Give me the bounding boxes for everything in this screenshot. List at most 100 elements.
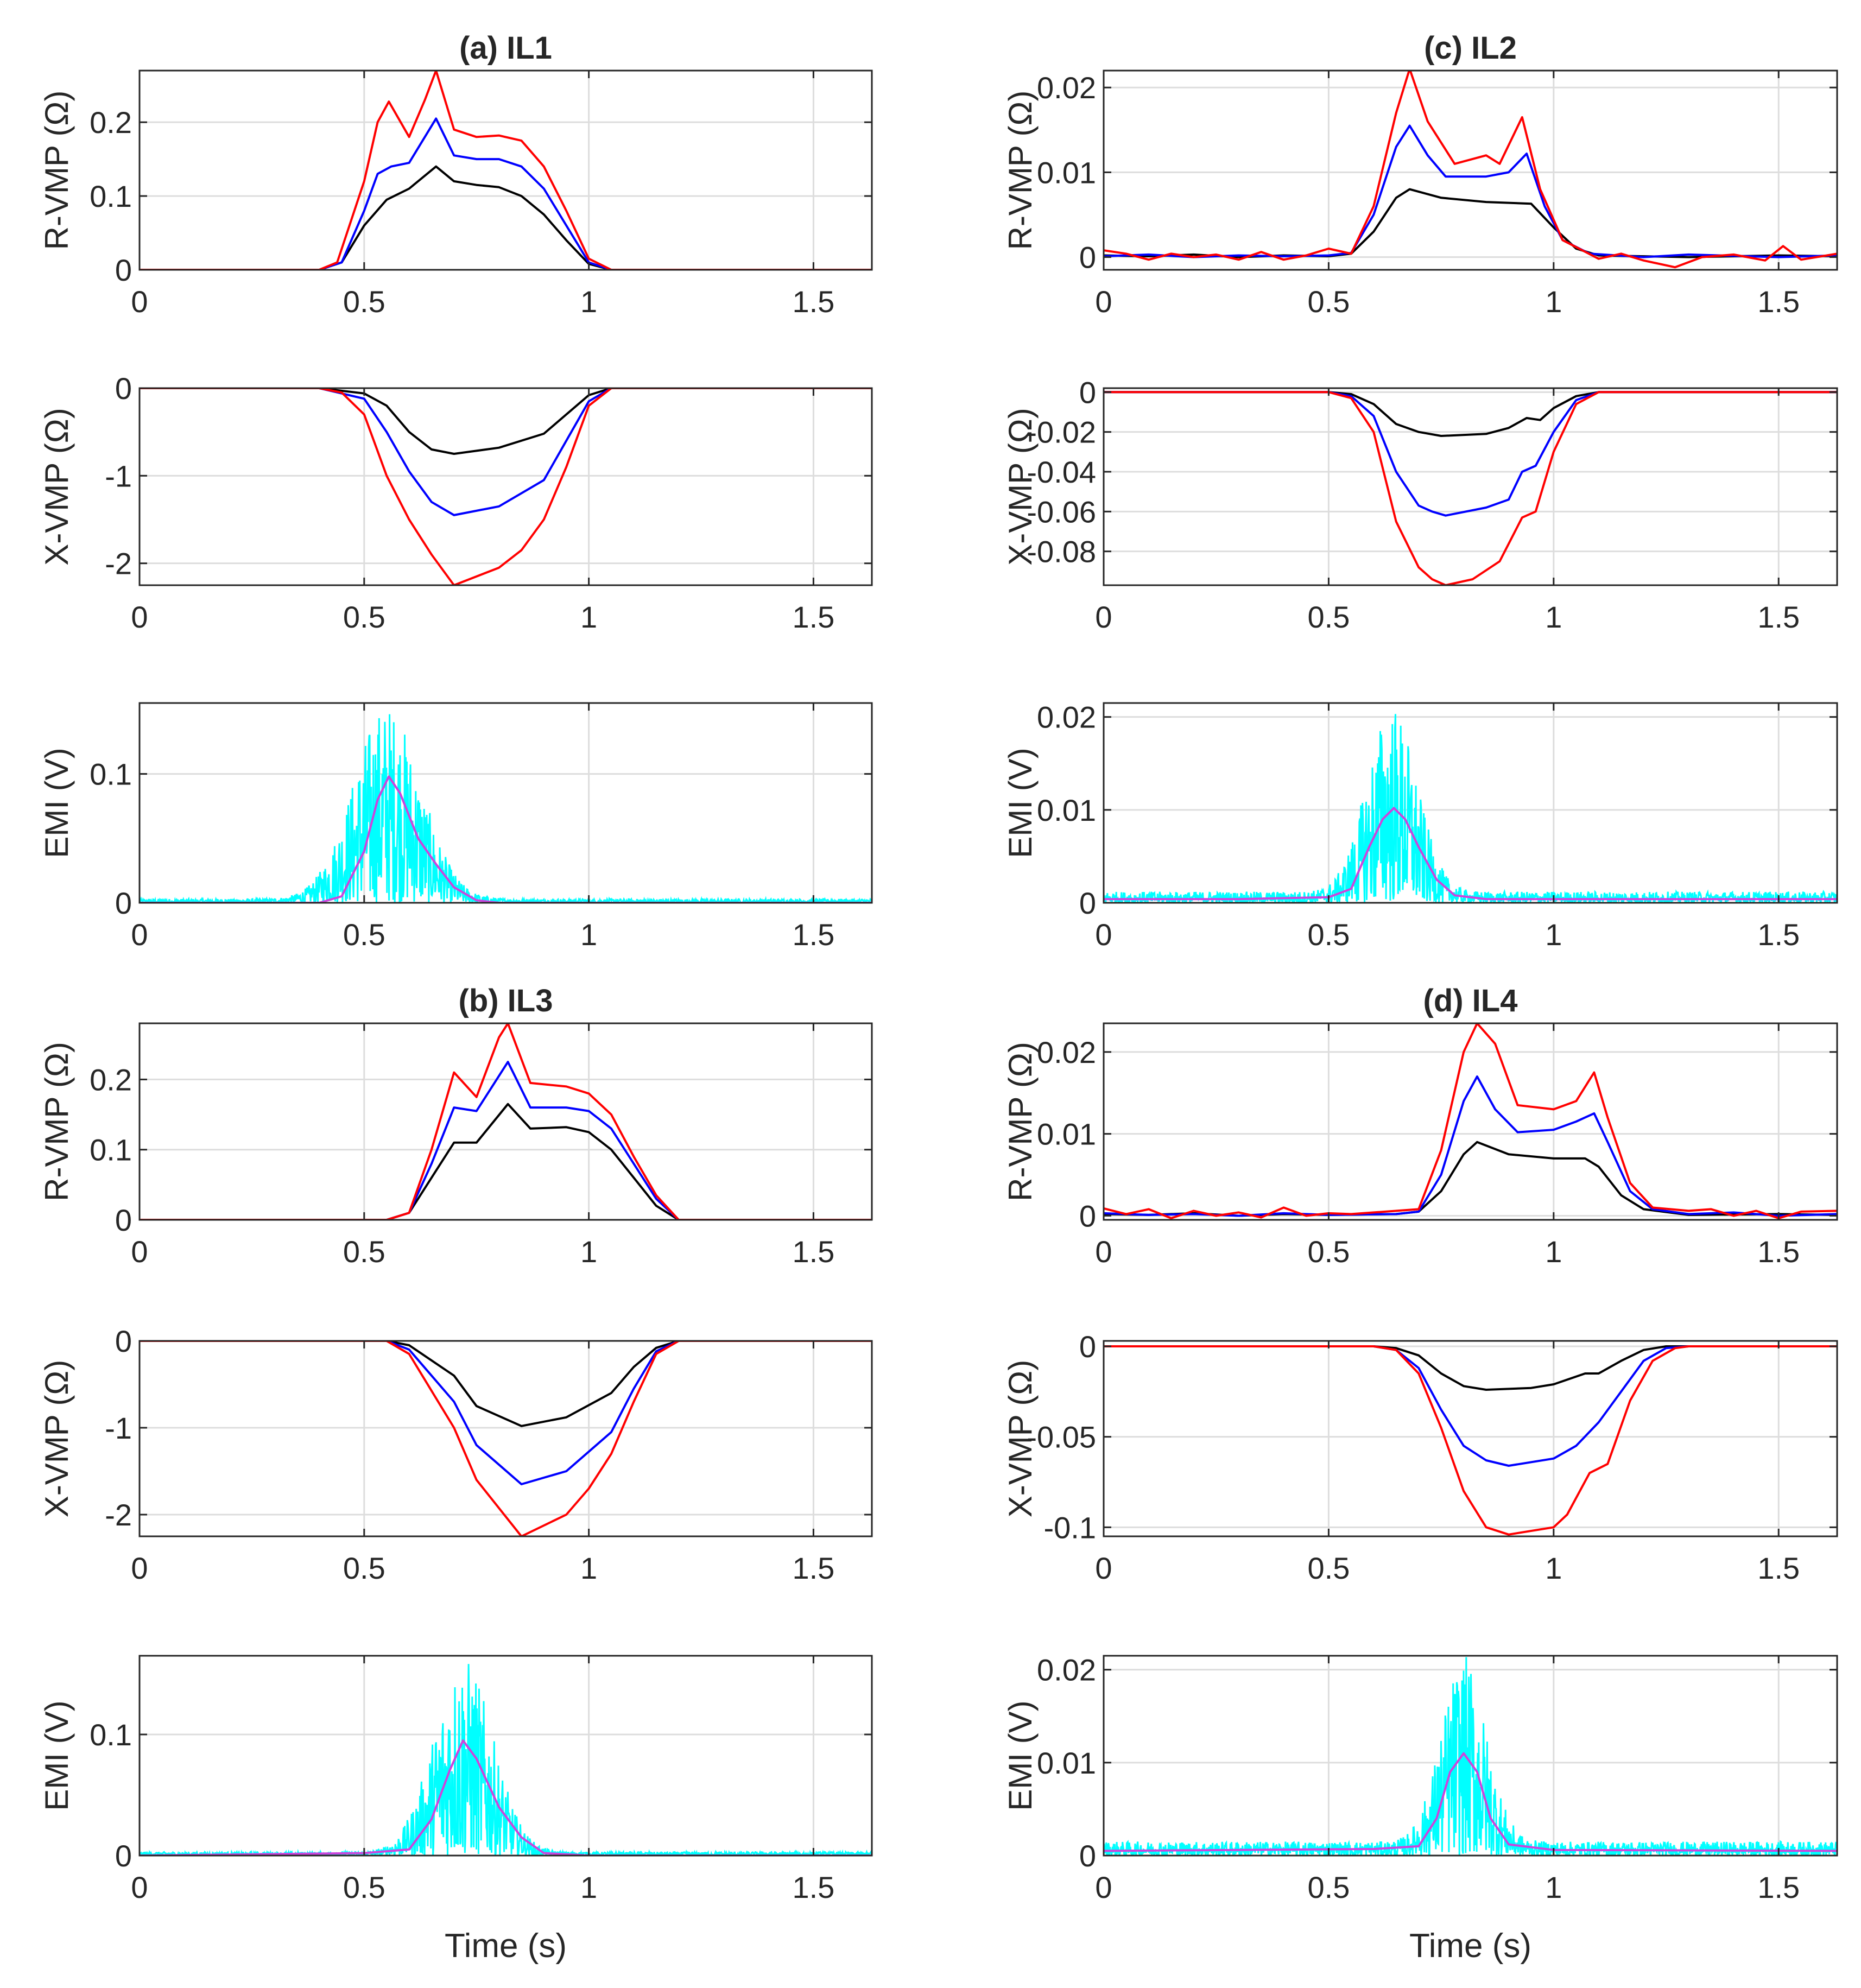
x-tick-label: 0.5	[343, 917, 385, 952]
x-tick-label: 0.5	[1307, 600, 1350, 634]
y-axis-label: EMI (V)	[1002, 1700, 1039, 1810]
series-cyan	[140, 714, 872, 903]
subplot-d-x: 0 0.5 1 1.5 -0.1 -0.05 0 X-VMP (Ω)	[1002, 1329, 1838, 1585]
x-tick-label: 1.5	[1757, 917, 1800, 952]
y-tick-label: 0	[1079, 375, 1096, 409]
axes-box	[1103, 69, 1838, 271]
x-tick-label: 1	[580, 600, 597, 634]
x-tick-label: 0	[1095, 600, 1112, 634]
x-tick-label: 1.5	[792, 600, 834, 634]
series-black	[1104, 188, 1837, 258]
y-tick-label: 0.1	[90, 1718, 132, 1752]
axes-box	[138, 1022, 873, 1221]
x-tick-label: 1	[1545, 1551, 1562, 1585]
y-axis-label: X-VMP (Ω)	[1002, 408, 1039, 565]
x-tick-label: 0	[1095, 917, 1112, 952]
axes-box	[138, 387, 873, 586]
x-tick-label: 1	[580, 1551, 597, 1585]
axes-box	[1103, 1655, 1838, 1857]
axes-box	[1103, 1340, 1838, 1537]
y-tick-label: 0.1	[90, 757, 132, 792]
x-tick-label: 0	[131, 1234, 148, 1269]
series-red	[140, 1023, 872, 1220]
axes-box	[1103, 702, 1838, 904]
y-tick-label: 0.02	[1037, 71, 1096, 105]
series-group	[140, 1341, 872, 1536]
y-tick-label: -1	[105, 1411, 132, 1445]
subplot-d-emi: 0 0.5 1 1.5 0 0.01 0.02 EMI (V) Time (s)	[1002, 1653, 1838, 1965]
plot-area	[140, 71, 872, 270]
y-tick-label: 0.1	[90, 1133, 132, 1167]
panel-title: (b) IL3	[459, 983, 553, 1018]
y-tick-label: 0.01	[1037, 793, 1096, 827]
y-axis-label: X-VMP (Ω)	[39, 1360, 75, 1517]
y-tick-label: 0	[115, 253, 132, 287]
x-tick-label: 1.5	[1757, 284, 1800, 319]
plot-area	[1104, 1023, 1837, 1220]
y-tick-label: 0	[1079, 1329, 1096, 1364]
plot-area	[140, 703, 872, 903]
y-tick-label: 0.02	[1037, 700, 1096, 735]
series-red	[140, 388, 872, 585]
y-tick-label: -1	[105, 459, 132, 493]
y-tick-label: 0	[115, 1839, 132, 1873]
series-magenta	[140, 1739, 872, 1856]
series-blue	[140, 1341, 872, 1485]
x-tick-label: 0	[1095, 1551, 1112, 1585]
subplot-b-r: 0 0.5 1 1.5 0 0.1 0.2 R-VMP (Ω) (b) IL3	[39, 983, 873, 1269]
series-black	[140, 1103, 872, 1220]
plot-area	[140, 1023, 872, 1220]
series-black	[1104, 391, 1837, 437]
series-group	[1104, 1345, 1837, 1536]
plot-area	[1104, 388, 1837, 585]
series-red	[140, 1341, 872, 1536]
x-axis-label: Time (s)	[445, 1927, 567, 1965]
series-group	[1104, 71, 1837, 269]
y-tick-label: 0.02	[1037, 1653, 1096, 1687]
x-tick-label: 1	[1545, 917, 1562, 952]
y-axis-label: R-VMP (Ω)	[39, 1042, 75, 1201]
series-black	[140, 165, 872, 270]
y-axis-label: R-VMP (Ω)	[39, 91, 75, 250]
y-tick-label: 0.01	[1037, 1746, 1096, 1780]
y-tick-label: -0.08	[1027, 535, 1096, 569]
series-blue	[1104, 1345, 1837, 1467]
x-tick-label: 0.5	[1307, 917, 1350, 952]
series-group	[1104, 1023, 1837, 1219]
y-tick-label: 0.1	[90, 179, 132, 213]
x-tick-label: 0.5	[343, 1234, 385, 1269]
x-tick-label: 1.5	[792, 1870, 834, 1904]
y-tick-label: 0	[115, 1324, 132, 1358]
plot-area	[140, 1341, 872, 1536]
subplot-b-emi: 0 0.5 1 1.5 0 0.1 EMI (V) Time (s)	[39, 1655, 873, 1965]
axes-box	[138, 1340, 873, 1537]
y-axis-label: EMI (V)	[39, 1700, 75, 1810]
y-tick-label: -0.1	[1044, 1510, 1097, 1544]
x-tick-label: 1.5	[792, 284, 834, 319]
series-magenta	[140, 775, 872, 903]
subplot-a-x: 0 0.5 1 1.5 -2 -1 0 X-VMP (Ω)	[39, 371, 873, 634]
y-tick-label: 0	[115, 371, 132, 406]
y-tick-label: 0.01	[1037, 155, 1096, 189]
x-tick-label: 1.5	[1757, 1551, 1800, 1585]
x-tick-label: 1	[580, 917, 597, 952]
series-blue	[140, 388, 872, 516]
y-tick-label: 0.2	[90, 1062, 132, 1097]
series-magenta	[1104, 1752, 1837, 1852]
x-tick-label: 0	[1095, 284, 1112, 319]
x-tick-label: 1.5	[1757, 600, 1800, 634]
axes-box	[138, 69, 873, 271]
x-tick-label: 0.5	[1307, 1551, 1350, 1585]
y-tick-label: 0.2	[90, 105, 132, 140]
x-tick-label: 0	[131, 600, 148, 634]
x-tick-label: 1	[580, 1234, 597, 1269]
y-axis-label: X-VMP (Ω)	[1002, 1360, 1039, 1517]
x-tick-label: 0	[131, 917, 148, 952]
y-axis-label: R-VMP (Ω)	[1002, 91, 1039, 250]
y-tick-label: -0.04	[1027, 455, 1096, 489]
axes-box	[138, 702, 873, 904]
x-axis-label: Time (s)	[1409, 1927, 1531, 1965]
series-red	[140, 71, 872, 270]
y-tick-label: 0	[1079, 886, 1096, 920]
